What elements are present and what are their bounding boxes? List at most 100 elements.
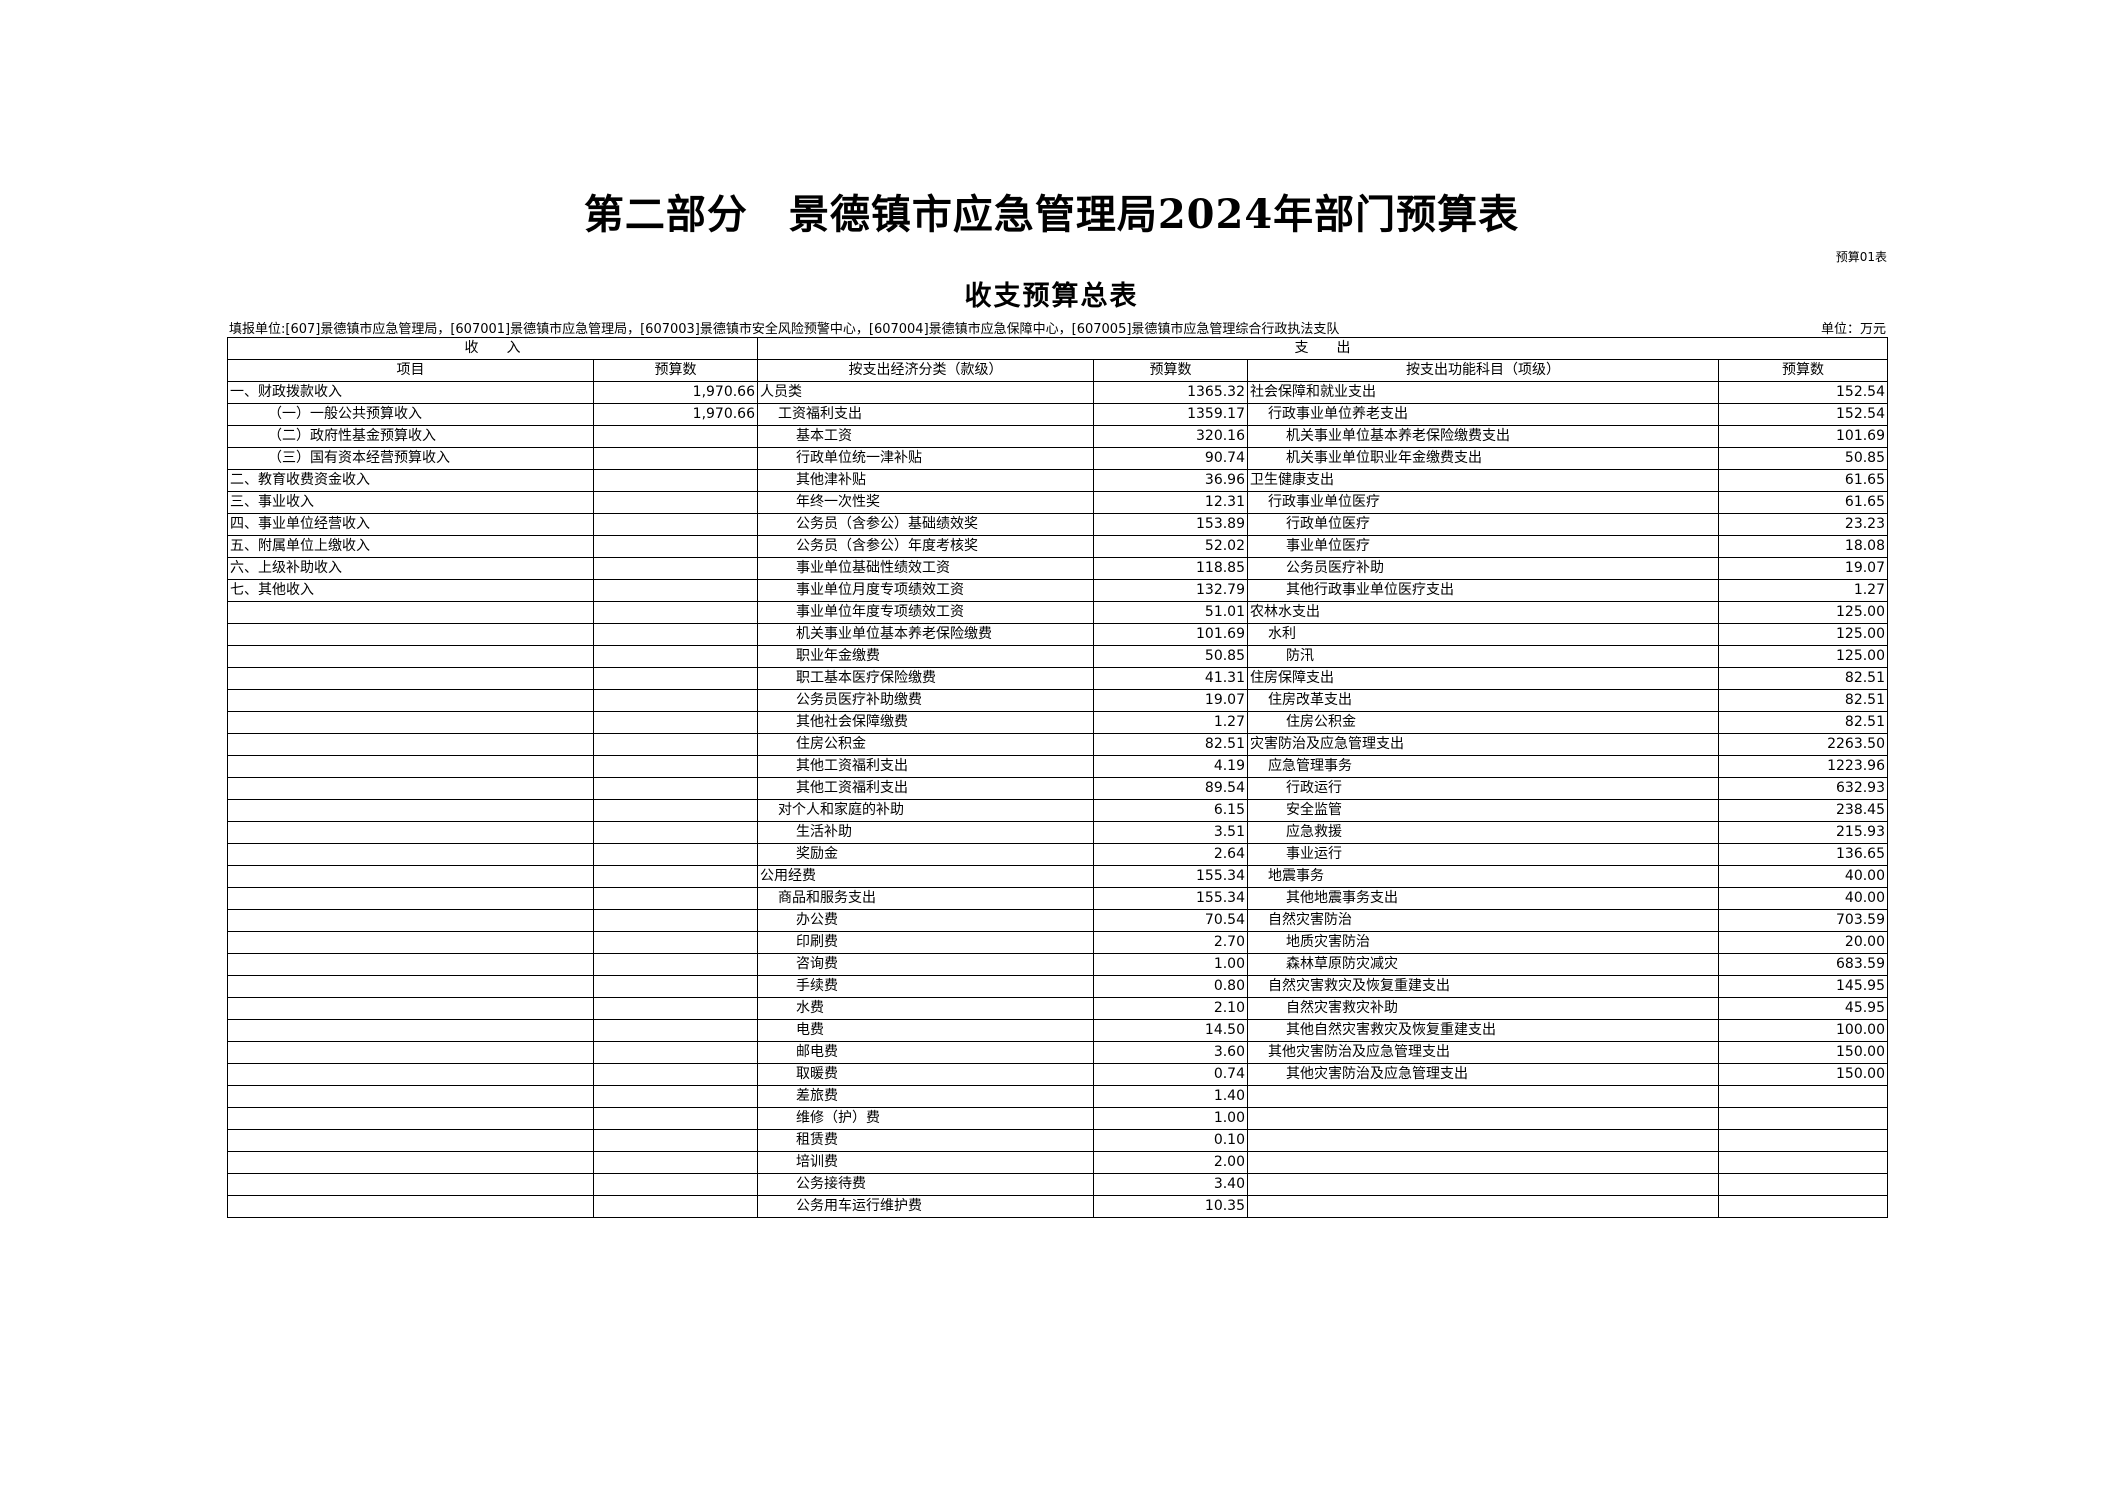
- table-row: 生活补助 3.51 应急救援 215.93: [227, 821, 1888, 844]
- page-title: 第二部分 景德镇市应急管理局2024年部门预算表: [583, 191, 1520, 238]
- economic-item-value: 1359.17: [1093, 403, 1248, 426]
- economic-item-value: 2.00: [1093, 1151, 1248, 1174]
- table-row: 公用经费 155.34 地震事务 40.00: [227, 865, 1888, 888]
- functional-item-value: 632.93: [1718, 777, 1888, 800]
- functional-item-label: 行政运行: [1247, 777, 1719, 800]
- economic-item-label: 公用经费: [757, 865, 1094, 888]
- economic-item-value: 155.34: [1093, 865, 1248, 888]
- income-item-value: [593, 1173, 758, 1196]
- functional-item-value: 150.00: [1718, 1041, 1888, 1064]
- form-number: 预算01表: [1835, 250, 1887, 264]
- income-item-value: [593, 601, 758, 624]
- income-item-label: 六、上级补助收入: [227, 557, 594, 580]
- economic-item-label: 人员类: [757, 381, 1094, 404]
- economic-item-value: 90.74: [1093, 447, 1248, 470]
- table-row: 印刷费 2.70 地质灾害防治 20.00: [227, 931, 1888, 954]
- functional-item-label: 社会保障和就业支出: [1247, 381, 1719, 404]
- income-item-label: [227, 1063, 594, 1086]
- functional-item-value: 82.51: [1718, 667, 1888, 690]
- functional-item-value: 152.54: [1718, 381, 1888, 404]
- income-item-value: [593, 1129, 758, 1152]
- table-row: （三）国有资本经营预算收入 行政单位统一津补贴 90.74 机关事业单位职业年金缴费支…: [227, 447, 1888, 470]
- income-item-label: [227, 953, 594, 976]
- functional-item-value: 152.54: [1718, 403, 1888, 426]
- table-row: 一、财政拨款收入 1,970.66 人员类 1365.32 社会保障和就业支出 152.5…: [227, 381, 1888, 404]
- income-item-value: [593, 1085, 758, 1108]
- economic-item-value: 89.54: [1093, 777, 1248, 800]
- economic-item-value: 2.10: [1093, 997, 1248, 1020]
- functional-item-value: 683.59: [1718, 953, 1888, 976]
- functional-item-label: 应急管理事务: [1247, 755, 1719, 778]
- economic-item-value: 1.27: [1093, 711, 1248, 734]
- functional-item-label: 行政事业单位医疗: [1247, 491, 1719, 514]
- functional-item-value: 23.23: [1718, 513, 1888, 536]
- economic-item-label: 基本工资: [757, 425, 1094, 448]
- economic-item-value: 70.54: [1093, 909, 1248, 932]
- functional-item-label: 事业运行: [1247, 843, 1719, 866]
- functional-item-label: 自然灾害防治: [1247, 909, 1719, 932]
- economic-item-label: 公务员医疗补助缴费: [757, 689, 1094, 712]
- economic-item-value: 51.01: [1093, 601, 1248, 624]
- income-item-label: [227, 1173, 594, 1196]
- economic-item-value: 3.60: [1093, 1041, 1248, 1064]
- functional-item-value: 61.65: [1718, 469, 1888, 492]
- functional-item-label: 其他地震事务支出: [1247, 887, 1719, 910]
- functional-item-value: 125.00: [1718, 601, 1888, 624]
- economic-item-value: 0.10: [1093, 1129, 1248, 1152]
- income-item-value: [593, 469, 758, 492]
- column-header-row: 项目 预算数 按支出经济分类（款级） 预算数 按支出功能科目（项级） 预算数: [227, 359, 1888, 382]
- table-row: 差旅费 1.40: [227, 1085, 1888, 1108]
- economic-item-value: 1.00: [1093, 953, 1248, 976]
- economic-item-value: 3.40: [1093, 1173, 1248, 1196]
- functional-item-value: 61.65: [1718, 491, 1888, 514]
- income-item-label: [227, 843, 594, 866]
- functional-item-label: 住房保障支出: [1247, 667, 1719, 690]
- income-item-label: [227, 975, 594, 998]
- economic-item-label: 咨询费: [757, 953, 1094, 976]
- functional-item-label: 农林水支出: [1247, 601, 1719, 624]
- income-item-label: [227, 667, 594, 690]
- economic-item-label: 生活补助: [757, 821, 1094, 844]
- income-item-label: [227, 1151, 594, 1174]
- functional-item-label: [1247, 1129, 1719, 1152]
- income-item-label: [227, 1195, 594, 1218]
- functional-item-label: 森林草原防灾减灾: [1247, 953, 1719, 976]
- economic-item-label: 工资福利支出: [757, 403, 1094, 426]
- income-item-value: [593, 931, 758, 954]
- economic-item-value: 155.34: [1093, 887, 1248, 910]
- functional-item-value: 40.00: [1718, 865, 1888, 888]
- functional-item-label: 地质灾害防治: [1247, 931, 1719, 954]
- economic-item-value: 2.70: [1093, 931, 1248, 954]
- economic-item-label: 事业单位基础性绩效工资: [757, 557, 1094, 580]
- income-item-label: [227, 623, 594, 646]
- economic-item-label: 公务用车运行维护费: [757, 1195, 1094, 1218]
- income-item-value: [593, 1195, 758, 1218]
- functional-item-value: 136.65: [1718, 843, 1888, 866]
- economic-item-label: 事业单位年度专项绩效工资: [757, 601, 1094, 624]
- economic-item-value: 12.31: [1093, 491, 1248, 514]
- income-item-value: [593, 997, 758, 1020]
- functional-item-value: 150.00: [1718, 1063, 1888, 1086]
- income-item-value: [593, 1041, 758, 1064]
- functional-item-value: [1718, 1195, 1888, 1218]
- income-item-value: [593, 887, 758, 910]
- functional-item-label: 安全监管: [1247, 799, 1719, 822]
- functional-item-label: 公务员医疗补助: [1247, 557, 1719, 580]
- functional-item-label: 灾害防治及应急管理支出: [1247, 733, 1719, 756]
- functional-item-label: 事业单位医疗: [1247, 535, 1719, 558]
- income-item-label: （二）政府性基金预算收入: [227, 425, 594, 448]
- functional-item-label: 卫生健康支出: [1247, 469, 1719, 492]
- functional-item-label: [1247, 1195, 1719, 1218]
- reporting-units: 填报单位:[607]景德镇市应急管理局，[607001]景德镇市应急管理局，[6…: [229, 322, 1340, 337]
- table-row: 对个人和家庭的补助 6.15 安全监管 238.45: [227, 799, 1888, 822]
- functional-item-value: 18.08: [1718, 535, 1888, 558]
- income-item-value: [593, 557, 758, 580]
- income-item-value: [593, 1063, 758, 1086]
- economic-item-label: 公务接待费: [757, 1173, 1094, 1196]
- functional-item-value: 40.00: [1718, 887, 1888, 910]
- economic-item-value: 14.50: [1093, 1019, 1248, 1042]
- functional-item-label: [1247, 1151, 1719, 1174]
- functional-item-value: 100.00: [1718, 1019, 1888, 1042]
- income-item-label: [227, 909, 594, 932]
- functional-item-value: 82.51: [1718, 689, 1888, 712]
